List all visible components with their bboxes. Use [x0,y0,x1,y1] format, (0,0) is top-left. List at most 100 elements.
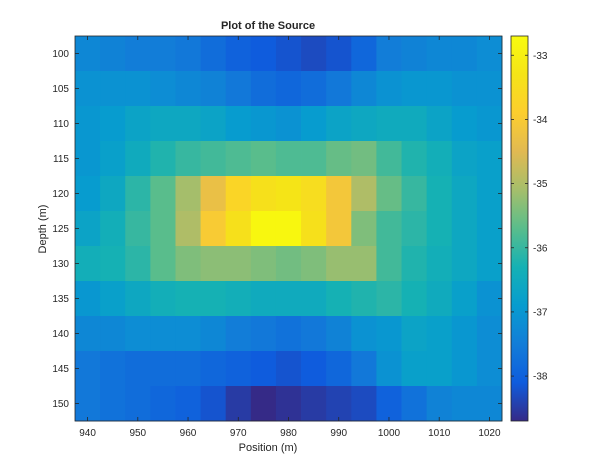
heatmap-cell [351,386,377,422]
x-tick-label: 980 [280,428,297,439]
y-axis: 100 105 110 115 120 125 130 135 140 145 150 [52,49,502,410]
heatmap-cell [75,351,101,387]
heatmap-cell [326,386,352,422]
heatmap-cell [326,141,352,177]
heatmap-cell [401,316,428,352]
y-tick-label: 100 [52,49,69,60]
colorbar-tick-label: -35 [533,179,548,190]
heatmap-cell [250,351,277,387]
y-tick-label: 110 [53,119,69,130]
heatmap-cell [426,36,453,72]
colorbar [511,36,528,421]
heatmap-cell [250,141,277,177]
heatmap-cell [451,176,478,212]
heatmap-cell [75,71,101,107]
heatmap-cell [451,106,478,142]
heatmap-cell [125,211,151,247]
heatmap-cell [100,71,126,107]
y-tick-label: 140 [52,329,69,340]
colorbar-tick-label: -34 [533,115,548,126]
heatmap-cell [451,316,478,352]
heatmap-cell [301,71,327,107]
heatmap-cell [401,36,428,72]
heatmap-cell [125,71,151,107]
heatmap-cell [225,386,252,422]
heatmap-cell [75,106,101,142]
heatmap-cell [75,36,101,72]
heatmap-cell [376,141,402,177]
heatmap-cell [451,351,478,387]
heatmap-cell [401,71,428,107]
heatmap-cell [175,246,201,282]
heatmap-cell [200,71,227,107]
heatmap-cell [175,211,201,247]
heatmap-cell [175,71,201,107]
heatmap-cell [250,386,277,422]
heatmap-cell [200,246,227,282]
heatmap-cell [401,351,428,387]
heatmap-cell [351,351,377,387]
heatmap-cell [376,106,402,142]
heatmap-cell [150,176,176,212]
heatmap-cell [376,211,402,247]
heatmap-cell [100,246,126,282]
heatmap-cell [376,246,402,282]
chart-title: Plot of the Source [221,20,315,32]
heatmap-cell [426,141,453,177]
heatmap-cell [225,36,252,72]
heatmap-cell [351,176,377,212]
heatmap-cell [351,36,377,72]
heatmap-cell [426,316,453,352]
x-tick-label: 970 [230,428,247,439]
heatmap-cell [225,316,252,352]
heatmap-cell [125,246,151,282]
heatmap-cell [301,351,327,387]
heatmap-cell [376,351,402,387]
heatmap-cell [351,246,377,282]
heatmap-cell [275,36,302,72]
heatmap-cell [75,141,101,177]
x-tick-label: 1020 [478,428,501,439]
heatmap-cell [75,316,101,352]
y-tick-label: 125 [52,224,69,235]
heatmap-cell [225,246,252,282]
heatmap-cell [150,71,176,107]
heatmap-cell [125,141,151,177]
heatmap-cell [376,386,402,422]
heatmap-cell [351,281,377,317]
heatmap-cell [351,316,377,352]
heatmap-cell [376,316,402,352]
heatmap-cell [150,106,176,142]
heatmap-cell [200,106,227,142]
colorbar-tick-label: -33 [533,51,548,62]
colorbar-ticks: -38 -37 -36 -35 -34 -33 [511,51,548,383]
heatmap-cell [301,176,327,212]
heatmap-cell [351,141,377,177]
heatmap-cell [351,106,377,142]
x-axis: 940 950 960 970 980 990 1000 1010 1020 [79,36,501,439]
y-axis-label: Depth (m) [37,205,49,254]
y-tick-label: 130 [52,259,69,270]
colorbar-tick-label: -38 [533,372,548,383]
heatmap-cell [200,316,227,352]
heatmap-cell [125,386,151,422]
y-tick-label: 135 [52,294,69,305]
heatmap-cell [426,106,453,142]
heatmap-cell [125,281,151,317]
heatmap-cell [426,281,453,317]
heatmap-cell [326,36,352,72]
heatmap-cell [376,71,402,107]
colorbar-frame [510,35,529,422]
y-tick-label: 150 [52,399,69,410]
heatmap-cell [426,351,453,387]
heatmap-cell [150,36,176,72]
heatmap-cell [150,281,176,317]
heatmap-cell [451,141,478,177]
heatmap-cell [100,351,126,387]
heatmap-cell [426,71,453,107]
heatmap-cell [100,141,126,177]
heatmap-cell [451,211,478,247]
heatmap-cell [200,141,227,177]
heatmap-cell [401,141,428,177]
